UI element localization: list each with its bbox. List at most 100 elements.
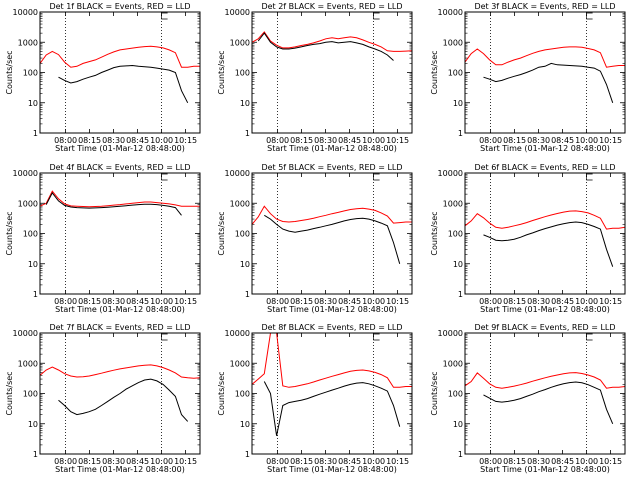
series-line-lld [251, 332, 412, 388]
interval-marker [373, 12, 380, 20]
y-axis-label: Counts/sec [217, 50, 226, 94]
plot-frame [251, 172, 413, 295]
y-tick-label: 10000 [13, 169, 38, 178]
y-tick-label: 10 [28, 99, 38, 108]
series-line-lld [39, 364, 201, 379]
x-tick-label: 10:00 [362, 297, 385, 306]
x-tick-label: 08:30 [314, 297, 337, 306]
x-tick-label: 08:15 [290, 297, 313, 306]
series-line-events [58, 64, 189, 104]
y-tick-label: 1000 [443, 38, 463, 47]
plot-frame [39, 172, 201, 295]
x-axis-label: Start Time (01-Mar-12 08:48:00) [267, 144, 397, 153]
x-tick-label: 08:00 [266, 136, 289, 145]
y-tick-label: 10 [453, 260, 463, 269]
plot-frame [251, 332, 413, 455]
y-axis-label: Counts/sec [430, 50, 439, 94]
y-tick-label: 1000 [230, 199, 250, 208]
panel-title: Det 2f BLACK = Events, RED = LLD [261, 2, 402, 11]
chart-panel-2: Det 2f BLACK = Events, RED = LLD Counts/s… [217, 2, 413, 153]
y-axis-label: Counts/sec [5, 50, 14, 94]
plot-frame [464, 11, 626, 134]
x-tick-label: 08:45 [551, 297, 574, 306]
x-tick-label: 08:00 [54, 457, 77, 466]
y-tick-label: 10 [28, 420, 38, 429]
panel-title: Det 6f BLACK = Events, RED = LLD [474, 163, 615, 172]
y-tick-label: 100 [235, 390, 250, 399]
plot-frame [251, 11, 413, 134]
series-line-lld [39, 45, 200, 68]
x-tick-label: 10:00 [150, 297, 173, 306]
y-tick-label: 1 [245, 129, 250, 138]
y-tick-label: 1000 [230, 359, 250, 368]
y-tick-label: 10 [240, 99, 250, 108]
y-tick-label: 1000 [230, 38, 250, 47]
panel-title: Det 5f BLACK = Events, RED = LLD [261, 163, 402, 172]
x-axis-label: Start Time (01-Mar-12 08:48:00) [267, 305, 397, 314]
y-axis-label: Counts/sec [430, 211, 439, 255]
y-tick-label: 10 [240, 420, 250, 429]
interval-marker [373, 333, 380, 341]
y-tick-label: 100 [23, 230, 38, 239]
plot-frame [39, 332, 201, 455]
interval-marker [586, 333, 593, 341]
interval-marker [161, 333, 168, 341]
x-tick-label: 10:00 [150, 136, 173, 145]
x-tick-label: 08:15 [503, 136, 526, 145]
x-tick-label: 08:00 [54, 136, 77, 145]
x-tick-label: 08:30 [527, 457, 550, 466]
interval-marker [586, 12, 593, 20]
y-axis-label: Counts/sec [217, 211, 226, 255]
x-tick-label: 08:45 [126, 136, 149, 145]
x-tick-label: 08:15 [503, 457, 526, 466]
y-axis-label: Counts/sec [5, 371, 14, 415]
y-tick-label: 100 [448, 230, 463, 239]
y-tick-label: 10000 [438, 8, 463, 17]
plot-frame [464, 172, 626, 295]
panel-title: Det 7f BLACK = Events, RED = LLD [49, 323, 190, 332]
y-tick-label: 10000 [13, 8, 38, 17]
plot-frame [39, 11, 201, 134]
x-tick-label: 08:15 [290, 136, 313, 145]
series-line-events [58, 378, 189, 422]
x-tick-label: 10:00 [150, 457, 173, 466]
x-tick-label: 10:00 [362, 136, 385, 145]
y-tick-label: 10 [453, 99, 463, 108]
y-tick-label: 1000 [18, 359, 38, 368]
chart-panel-4: Det 4f BLACK = Events, RED = LLD Counts/s… [5, 163, 201, 314]
x-tick-label: 10:15 [386, 457, 409, 466]
y-tick-label: 100 [448, 69, 463, 78]
y-tick-label: 1000 [18, 199, 38, 208]
chart-panel-8: Det 8f BLACK = Events, RED = LLD Counts/s… [217, 323, 413, 474]
x-tick-label: 10:00 [575, 136, 598, 145]
y-tick-label: 1 [458, 290, 463, 299]
x-tick-label: 10:00 [362, 457, 385, 466]
y-tick-label: 10000 [438, 169, 463, 178]
y-tick-label: 1 [458, 129, 463, 138]
y-tick-label: 10000 [225, 169, 250, 178]
x-tick-label: 08:45 [551, 457, 574, 466]
y-tick-label: 100 [448, 390, 463, 399]
x-axis-label: Start Time (01-Mar-12 08:48:00) [480, 465, 610, 474]
x-tick-label: 08:30 [102, 136, 125, 145]
y-axis-label: Counts/sec [217, 371, 226, 415]
y-tick-label: 1 [245, 450, 250, 459]
x-axis-label: Start Time (01-Mar-12 08:48:00) [480, 144, 610, 153]
x-axis-label: Start Time (01-Mar-12 08:48:00) [55, 465, 185, 474]
y-tick-label: 1000 [443, 199, 463, 208]
y-tick-label: 100 [235, 230, 250, 239]
y-tick-label: 100 [235, 69, 250, 78]
x-tick-label: 08:45 [338, 136, 361, 145]
y-tick-label: 1 [458, 450, 463, 459]
y-axis-label: Counts/sec [430, 371, 439, 415]
y-tick-label: 10000 [225, 8, 250, 17]
x-tick-label: 08:00 [54, 297, 77, 306]
x-tick-label: 10:15 [599, 457, 622, 466]
x-tick-label: 08:00 [479, 297, 502, 306]
x-tick-label: 08:15 [78, 457, 101, 466]
x-axis-label: Start Time (01-Mar-12 08:48:00) [55, 305, 185, 314]
y-tick-label: 10000 [438, 329, 463, 338]
series-line-events [257, 32, 394, 61]
series-line-events [264, 214, 401, 264]
